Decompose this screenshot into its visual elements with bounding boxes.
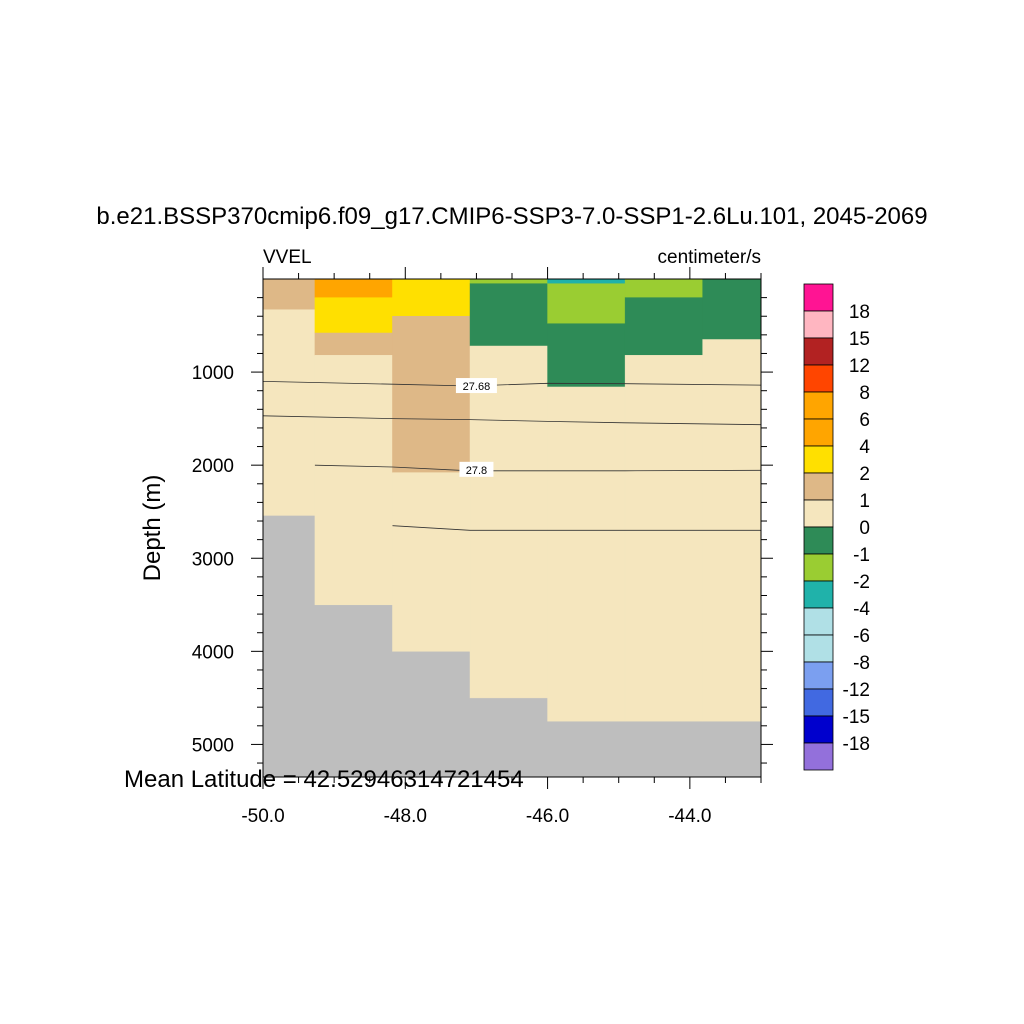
heatmap-cell	[262, 278, 316, 310]
contour-line	[262, 415, 762, 426]
heatmap-cell	[624, 297, 703, 356]
heatmap-cell	[624, 278, 703, 298]
heatmap-cell	[547, 278, 626, 284]
heatmap-cell	[314, 355, 393, 606]
x-tick-label: -48.0	[384, 806, 427, 827]
contour-label: 27.8	[466, 465, 487, 477]
colorbar-swatch	[803, 607, 834, 636]
colorbar-swatch	[803, 337, 834, 366]
contour-line	[314, 464, 762, 472]
colorbar-label: -8	[853, 653, 870, 674]
heatmap-cell	[262, 309, 316, 516]
colorbar-swatch	[803, 472, 834, 501]
colorbar-swatch	[803, 283, 834, 312]
colorbar-swatch	[803, 634, 834, 663]
units-label: centimeter/s	[658, 247, 761, 268]
x-tick-label: -50.0	[241, 806, 284, 827]
heatmap-cell	[702, 278, 762, 340]
colorbar-swatch	[803, 661, 834, 690]
heatmap-cell	[392, 472, 471, 652]
colorbar-label: -15	[843, 707, 870, 728]
heatmap-cell	[314, 278, 393, 298]
colorbar-swatch	[803, 310, 834, 339]
colorbar-label: 12	[849, 356, 870, 377]
x-axis: -50.0 -48.0 -46.0 -44.0	[241, 267, 762, 827]
contour-line	[392, 525, 761, 531]
colorbar-label: -12	[843, 680, 870, 701]
colorbar-label: 15	[849, 329, 870, 350]
colorbar-swatch	[803, 715, 834, 744]
heatmap-cell	[392, 315, 471, 473]
colorbar-label: -2	[853, 572, 870, 593]
heatmap-cell	[469, 345, 548, 699]
heatmap-cells	[262, 278, 762, 777]
heatmap-cell	[624, 355, 703, 722]
colorbar-label: 2	[859, 464, 870, 485]
colorbar-label: 4	[859, 437, 870, 458]
y-tick-label: 2000	[192, 456, 234, 477]
colorbar-swatch	[803, 391, 834, 420]
colorbar-label: -18	[843, 734, 870, 755]
y-axis: 1000 2000 3000 4000 5000	[192, 297, 773, 764]
mean-latitude-label: Mean Latitude = 42.52946314721454	[124, 766, 524, 793]
colorbar-swatch	[803, 445, 834, 474]
colorbar-swatch	[803, 364, 834, 393]
heatmap-cell	[314, 297, 393, 334]
contour-label-box	[459, 461, 494, 477]
colorbar-swatch	[803, 742, 834, 771]
heatmap-cell	[547, 386, 626, 722]
x-tick-label: -46.0	[526, 806, 569, 827]
y-tick-label: 3000	[192, 549, 234, 570]
heatmap-cell	[469, 278, 548, 284]
colorbar-label: 18	[849, 302, 870, 323]
y-tick-label: 5000	[192, 735, 234, 756]
variable-label: VVEL	[263, 247, 312, 268]
colorbar-label: 8	[859, 383, 870, 404]
contour-lines: 27.68 27.8	[262, 378, 762, 531]
heatmap-cell	[547, 323, 626, 388]
colorbar: 18 15 12 8 6 4 2 1 0 -1 -2 -4 -6 -8 -12 -15 -18	[803, 283, 870, 771]
colorbar-swatch	[803, 553, 834, 582]
y-tick-label: 4000	[192, 642, 234, 663]
contour-label: 27.68	[463, 381, 491, 393]
contour-label-box	[455, 378, 497, 394]
colorbar-swatch	[803, 418, 834, 447]
heatmap-cell	[392, 278, 471, 317]
x-tick-label: -44.0	[668, 806, 711, 827]
colorbar-label: 1	[859, 491, 870, 512]
colorbar-label: -1	[853, 545, 870, 566]
y-axis-label: Depth (m)	[139, 475, 166, 582]
chart-title: b.e21.BSSP370cmip6.f09_g17.CMIP6-SSP3-7.…	[96, 203, 927, 230]
heatmap-cell	[469, 283, 548, 347]
colorbar-label: -4	[853, 599, 870, 620]
colorbar-label: -6	[853, 626, 870, 647]
heatmap-cell	[314, 332, 393, 356]
contour-line	[262, 381, 762, 387]
colorbar-swatch	[803, 526, 834, 555]
colorbar-label: 0	[859, 518, 870, 539]
colorbar-swatch	[803, 499, 834, 528]
colorbar-swatch	[803, 580, 834, 609]
y-tick-label: 1000	[192, 363, 234, 384]
heatmap-cell	[547, 283, 626, 324]
colorbar-label: 6	[859, 410, 870, 431]
colorbar-swatch	[803, 688, 834, 717]
